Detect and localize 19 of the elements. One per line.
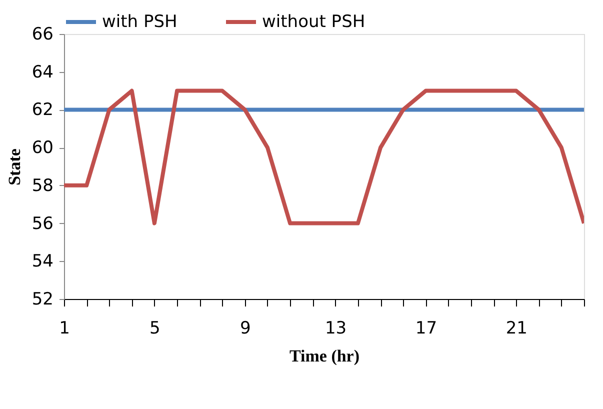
y-tick-label: 58 [32, 176, 54, 196]
y-tick-label: 56 [32, 214, 54, 234]
y-axis-title: State [4, 148, 24, 186]
y-tick-label: 54 [32, 252, 54, 272]
x-axis-title: Time (hr) [289, 346, 360, 366]
x-tick-label: 13 [324, 318, 347, 338]
y-tick-label: 66 [32, 24, 54, 44]
y-tick-label: 52 [32, 290, 54, 310]
legend-label: with PSH [102, 12, 178, 32]
y-tick-label: 62 [32, 100, 54, 120]
x-tick-label: 9 [240, 318, 251, 338]
x-tick-label: 17 [415, 318, 438, 338]
legend-label: without PSH [262, 12, 366, 32]
x-tick-label: 21 [506, 318, 528, 338]
y-tick-label: 60 [32, 138, 54, 158]
x-tick-label: 1 [59, 318, 70, 338]
x-tick-label: 5 [150, 318, 160, 338]
y-tick-label: 64 [32, 62, 54, 82]
line-series [64, 88, 584, 226]
